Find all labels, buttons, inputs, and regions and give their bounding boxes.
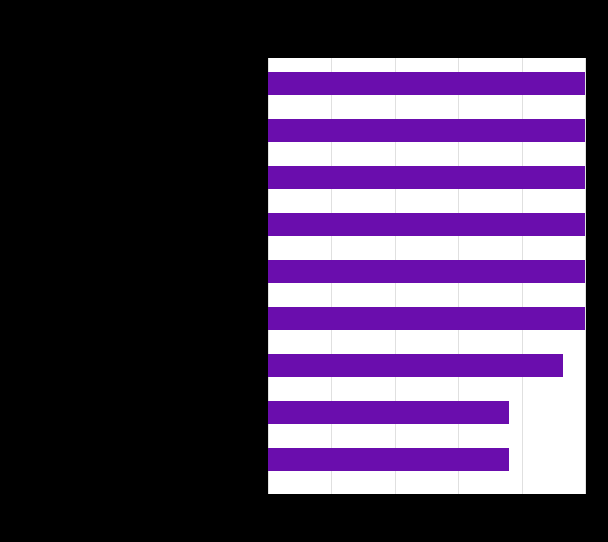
bar [268, 354, 563, 377]
bar [268, 448, 509, 471]
bar [268, 166, 585, 189]
bar [268, 307, 585, 330]
gridline [585, 58, 586, 494]
plot-area [268, 58, 585, 494]
bar [268, 213, 585, 236]
bar [268, 72, 585, 95]
bar [268, 119, 585, 142]
bar [268, 401, 509, 424]
bar [268, 260, 585, 283]
